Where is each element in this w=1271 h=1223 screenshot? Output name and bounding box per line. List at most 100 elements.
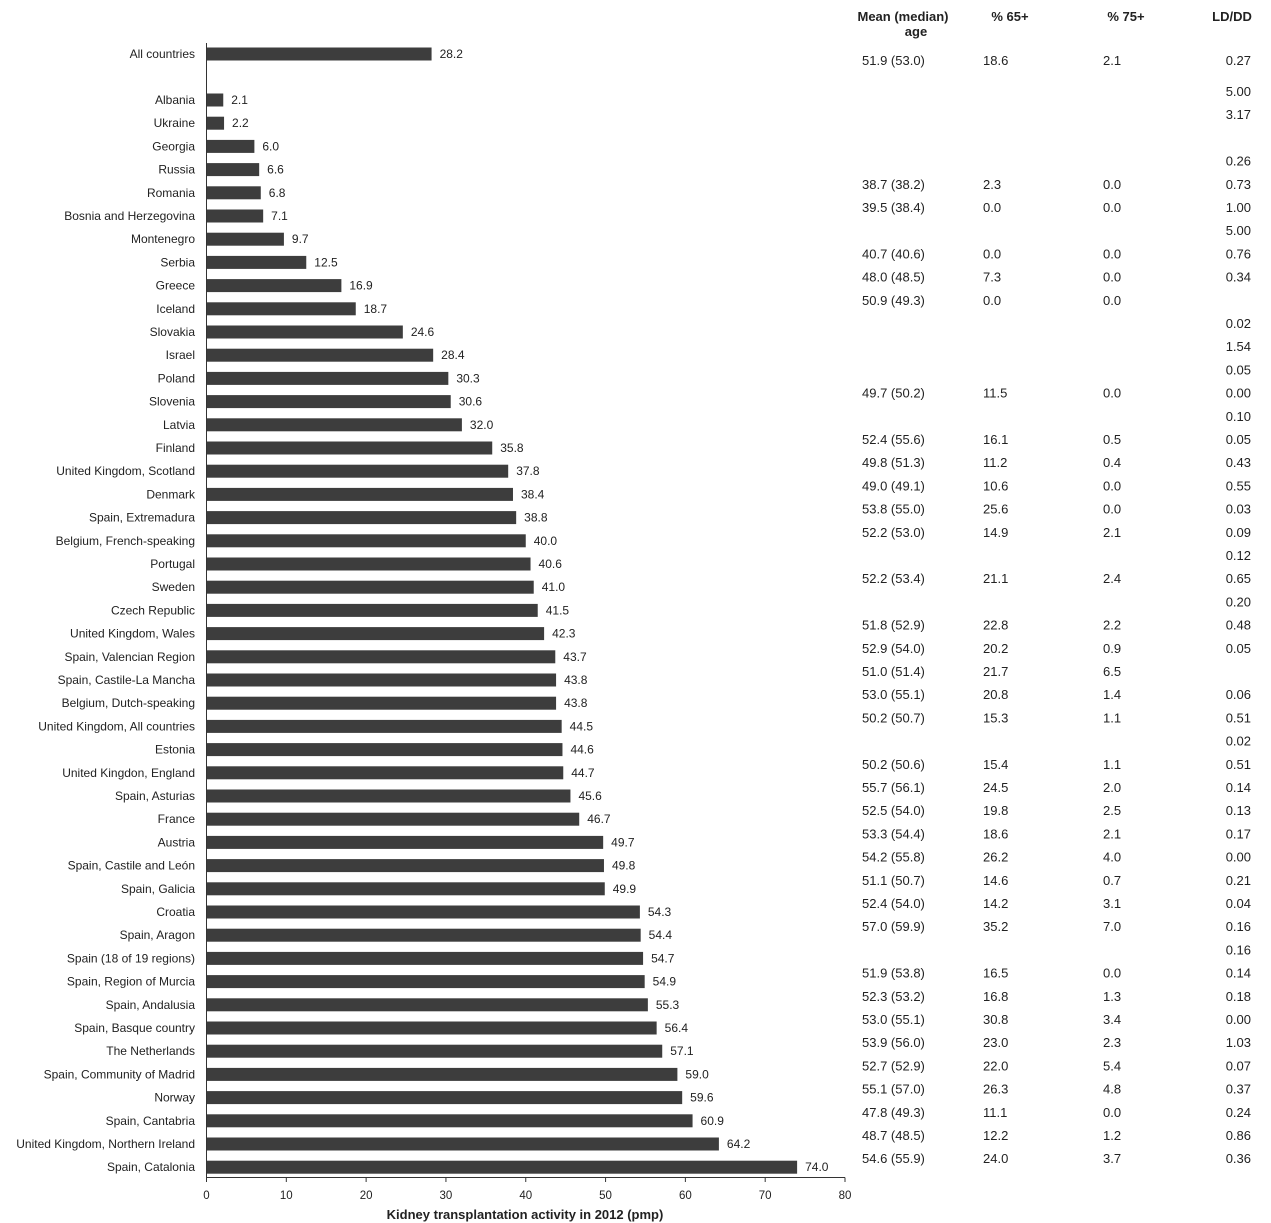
cell-ld-dd: 0.20 bbox=[1226, 594, 1251, 609]
bar bbox=[206, 116, 225, 130]
bar bbox=[206, 719, 562, 733]
cell-pct75: 3.7 bbox=[1103, 1151, 1121, 1166]
bar bbox=[206, 302, 356, 316]
cell-mean-age: 51.1 (50.7) bbox=[862, 873, 925, 888]
bar bbox=[206, 395, 451, 409]
cell-ld-dd: 0.37 bbox=[1226, 1082, 1251, 1097]
cell-ld-dd: 0.36 bbox=[1226, 1151, 1251, 1166]
value-label: 38.8 bbox=[524, 511, 548, 525]
value-label: 28.4 bbox=[441, 348, 465, 362]
bar bbox=[206, 487, 513, 501]
category-label: Czech Republic bbox=[111, 603, 195, 617]
cell-pct75: 0.0 bbox=[1103, 177, 1121, 192]
cell-pct75: 1.2 bbox=[1103, 1128, 1121, 1143]
category-label: United Kingdom, Scotland bbox=[56, 464, 195, 478]
value-label: 49.7 bbox=[611, 835, 635, 849]
cell-pct75: 0.0 bbox=[1103, 1105, 1121, 1120]
cell-pct65: 10.6 bbox=[983, 478, 1008, 493]
cell-pct65: 19.8 bbox=[983, 803, 1008, 818]
cell-pct65: 20.8 bbox=[983, 687, 1008, 702]
cell-pct75: 0.0 bbox=[1103, 246, 1121, 261]
bar bbox=[206, 1067, 678, 1081]
cell-pct75: 4.8 bbox=[1103, 1082, 1121, 1097]
cell-pct65: 11.1 bbox=[983, 1105, 1007, 1120]
category-label: United Kingdom, All countries bbox=[38, 719, 195, 733]
cell-mean-age: 47.8 (49.3) bbox=[862, 1105, 925, 1120]
cell-pct75: 0.0 bbox=[1103, 502, 1121, 517]
cell-mean-age: 52.3 (53.2) bbox=[862, 989, 925, 1004]
category-label: Montenegro bbox=[131, 232, 195, 246]
value-label: 24.6 bbox=[411, 325, 435, 339]
cell-pct65: 2.3 bbox=[983, 177, 1001, 192]
cell-mean-age: 52.2 (53.4) bbox=[862, 571, 925, 586]
cell-ld-dd: 0.05 bbox=[1226, 362, 1251, 377]
cell-mean-age: 52.7 (52.9) bbox=[862, 1058, 925, 1073]
cell-ld-dd: 0.02 bbox=[1226, 316, 1251, 331]
value-label: 12.5 bbox=[314, 255, 338, 269]
cell-mean-age: 53.3 (54.4) bbox=[862, 826, 925, 841]
cell-mean-age: 40.7 (40.6) bbox=[862, 246, 925, 261]
category-label: Belgium, French-speaking bbox=[56, 534, 195, 548]
category-label: France bbox=[158, 812, 196, 826]
cell-ld-dd: 1.54 bbox=[1226, 339, 1251, 354]
cell-pct75: 2.3 bbox=[1103, 1035, 1121, 1050]
value-label: 2.2 bbox=[232, 116, 249, 130]
cell-pct75: 5.4 bbox=[1103, 1058, 1121, 1073]
category-label: All countries bbox=[130, 47, 195, 61]
cell-ld-dd: 0.65 bbox=[1226, 571, 1251, 586]
cell-ld-dd: 0.21 bbox=[1226, 873, 1251, 888]
cell-mean-age: 49.0 (49.1) bbox=[862, 478, 925, 493]
cell-pct65: 11.2 bbox=[983, 455, 1007, 470]
cell-ld-dd: 0.09 bbox=[1226, 525, 1251, 540]
cell-mean-age: 53.9 (56.0) bbox=[862, 1035, 925, 1050]
cell-mean-age: 50.2 (50.7) bbox=[862, 710, 925, 725]
value-label: 45.6 bbox=[578, 789, 602, 803]
bar bbox=[206, 859, 604, 873]
cell-ld-dd: 0.05 bbox=[1226, 432, 1251, 447]
cell-pct75: 2.4 bbox=[1103, 571, 1121, 586]
header-pct65: % 65+ bbox=[991, 9, 1029, 24]
value-label: 54.9 bbox=[653, 975, 677, 989]
cell-ld-dd: 0.00 bbox=[1226, 1012, 1251, 1027]
cell-pct65: 26.3 bbox=[983, 1082, 1008, 1097]
cell-pct75: 7.0 bbox=[1103, 919, 1121, 934]
x-tick-label: 0 bbox=[203, 1190, 209, 1202]
cell-pct65: 30.8 bbox=[983, 1012, 1008, 1027]
cell-ld-dd: 0.86 bbox=[1226, 1128, 1251, 1143]
bar bbox=[206, 1114, 693, 1128]
value-label: 44.5 bbox=[570, 719, 594, 733]
category-label: United Kingdon, England bbox=[62, 766, 195, 780]
bars-layer: All countries 28.2 Albania 2.1 Ukraine 2.2 Geo… bbox=[16, 47, 829, 1174]
cell-pct75: 0.0 bbox=[1103, 270, 1121, 285]
value-label: 49.9 bbox=[613, 882, 637, 896]
bar bbox=[206, 325, 403, 339]
category-label: Romania bbox=[147, 186, 195, 200]
value-label: 44.7 bbox=[571, 766, 595, 780]
bar bbox=[206, 464, 509, 478]
cell-mean-age: 51.8 (52.9) bbox=[862, 618, 925, 633]
value-label: 16.9 bbox=[349, 279, 373, 293]
cell-pct65: 18.6 bbox=[983, 826, 1008, 841]
cell-mean-age: 53.8 (55.0) bbox=[862, 502, 925, 517]
cell-ld-dd: 0.34 bbox=[1226, 270, 1251, 285]
value-label: 9.7 bbox=[292, 232, 309, 246]
category-label: Spain, Castile-La Mancha bbox=[58, 673, 196, 687]
cell-ld-dd: 0.02 bbox=[1226, 734, 1251, 749]
cell-ld-dd: 0.07 bbox=[1226, 1058, 1251, 1073]
value-label: 56.4 bbox=[665, 1021, 689, 1035]
x-axis: Kidney transplantation activity in 2012 … bbox=[203, 43, 851, 1222]
category-label: Norway bbox=[154, 1091, 195, 1105]
cell-ld-dd: 0.10 bbox=[1226, 409, 1251, 424]
bar bbox=[206, 441, 493, 455]
x-tick-label: 50 bbox=[599, 1190, 612, 1202]
bar bbox=[206, 650, 556, 664]
value-label: 44.6 bbox=[570, 743, 594, 757]
value-label: 18.7 bbox=[364, 302, 388, 316]
cell-pct75: 0.4 bbox=[1103, 455, 1121, 470]
cell-pct65: 22.8 bbox=[983, 618, 1008, 633]
bar bbox=[206, 696, 557, 710]
cell-ld-dd: 0.13 bbox=[1226, 803, 1251, 818]
cell-mean-age: 50.2 (50.6) bbox=[862, 757, 925, 772]
cell-mean-age: 51.0 (51.4) bbox=[862, 664, 925, 679]
value-label: 6.8 bbox=[269, 186, 286, 200]
